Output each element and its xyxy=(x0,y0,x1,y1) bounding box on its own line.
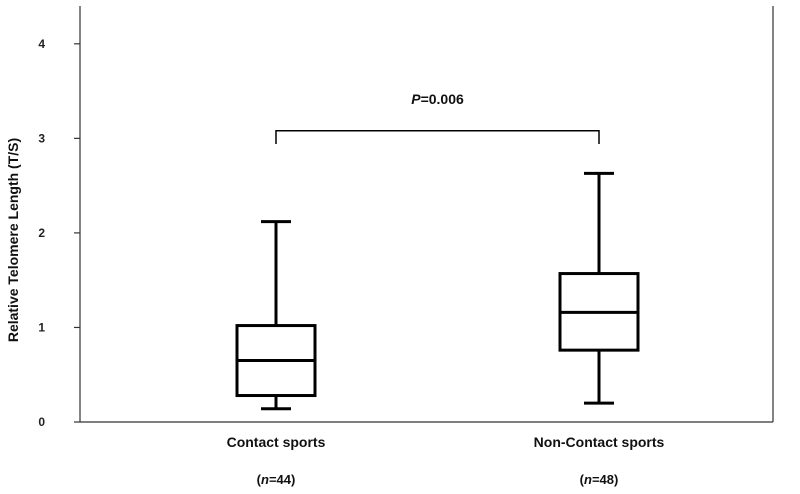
y-tick-label: 2 xyxy=(38,226,45,240)
y-tick-label: 4 xyxy=(38,37,45,51)
significance-bracket xyxy=(275,130,600,145)
y-tick-label: 1 xyxy=(38,320,45,334)
category-label: Non-Contact sports xyxy=(534,434,665,450)
axes xyxy=(79,6,774,423)
sample-size-label: (n=48) xyxy=(580,472,619,487)
box-group: Non-Contact sports (n=48) xyxy=(534,171,665,487)
y-axis-ticks: 0 1 2 3 4 xyxy=(38,37,80,429)
y-tick-label: 3 xyxy=(38,131,45,145)
p-value-label: P=0.006 xyxy=(411,91,464,107)
boxes: Contact sports (n=44) Non-Contact sports (n… xyxy=(227,171,665,487)
significance-annotation: P=0.006 xyxy=(275,91,600,145)
box-group: Contact sports (n=44) xyxy=(227,220,326,487)
y-axis-title: Relative Telomere Length (T/S) xyxy=(5,138,21,342)
sample-size-label: (n=44) xyxy=(257,472,296,487)
y-tick-label: 0 xyxy=(38,415,45,429)
category-label: Contact sports xyxy=(227,434,326,450)
